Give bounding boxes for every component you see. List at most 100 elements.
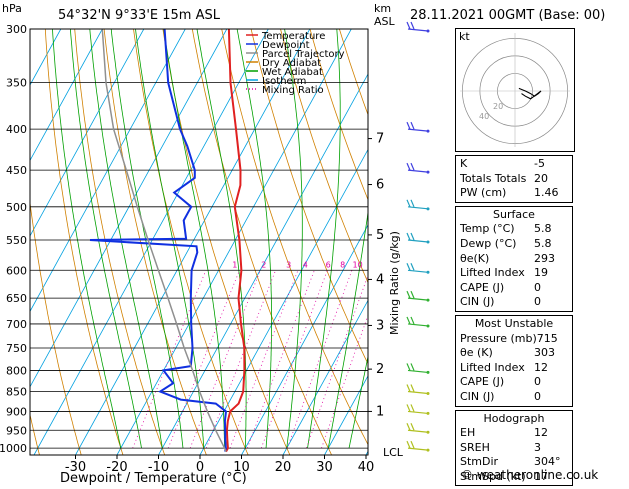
- km-tick-label: 1: [376, 404, 384, 419]
- pressure-tick-label: 700: [6, 318, 27, 331]
- surface-indices: Surface Temp (°C)5.8 Dewp (°C)5.8 θe(K)2…: [455, 206, 573, 312]
- wind-barb-flag: [407, 263, 410, 270]
- lcl-label: LCL: [383, 446, 404, 459]
- wind-barb-flag: [411, 423, 414, 430]
- wind-barb-flag: [411, 317, 414, 324]
- pressure-tick-label: 300: [6, 23, 27, 36]
- wind-barb-flag: [407, 163, 410, 170]
- hodograph-units: kt: [459, 30, 470, 43]
- pressure-tick-label: 800: [6, 364, 27, 377]
- index-row: Pressure (mb)715: [460, 332, 568, 347]
- wind-barb: [408, 392, 428, 394]
- x-tick-label: 20: [275, 460, 292, 475]
- hodograph-ring-label: 20: [493, 102, 503, 111]
- section-title: Most Unstable: [460, 317, 568, 332]
- hpa-axis-label: hPa: [2, 2, 22, 15]
- mixing-ratio-line: [133, 270, 206, 448]
- wind-barbs: [407, 22, 430, 452]
- hodograph-ring-label: 40: [479, 112, 489, 121]
- wind-barb-flag: [407, 441, 410, 448]
- index-row: K-5: [460, 157, 568, 172]
- wind-barb-flag: [407, 404, 410, 411]
- wind-barb-dot: [427, 271, 430, 274]
- wind-barb: [408, 370, 428, 372]
- pressure-tick-label: 450: [6, 164, 27, 177]
- pressure-tick-label: 400: [6, 123, 27, 136]
- mixing-ratio-tick-label: 15: [373, 260, 383, 269]
- wind-barb-dot: [427, 240, 430, 243]
- hodograph-panel: kt 20 40: [455, 28, 575, 152]
- wind-barb-flag: [411, 22, 414, 29]
- wind-barb: [408, 411, 428, 413]
- km-tick-label: 7: [376, 132, 384, 147]
- wind-barb-flag: [411, 122, 414, 129]
- index-row: Dewp (°C)5.8: [460, 237, 568, 252]
- wind-barb-dot: [427, 130, 430, 133]
- wind-barb-flag: [407, 423, 410, 430]
- mixing-ratio-tick-label: 8: [340, 260, 345, 269]
- wind-barb-dot: [427, 431, 430, 434]
- wind-barb-flag: [407, 122, 410, 129]
- wind-barb-flag: [407, 385, 410, 392]
- wind-barb: [408, 129, 428, 131]
- wind-barb: [408, 240, 428, 242]
- datetime-title: 28.11.2021 00GMT (Base: 00): [410, 8, 605, 23]
- mixing-ratio-tick-label: 4: [303, 260, 308, 269]
- pressure-tick-label: 750: [6, 342, 27, 355]
- index-row: CIN (J)0: [460, 295, 568, 310]
- km-tick-label: 2: [376, 362, 384, 377]
- wind-barb-flag: [411, 163, 414, 170]
- pressure-tick-label: 500: [6, 201, 27, 214]
- wind-barb-flag: [411, 291, 414, 298]
- pressure-tick-label: 550: [6, 234, 27, 247]
- km-tick-label: 5: [376, 228, 384, 243]
- pressure-tick-label: 350: [6, 77, 27, 90]
- wind-barb-flag: [411, 385, 414, 392]
- index-row: PW (cm)1.46: [460, 186, 568, 201]
- isotherm-line: [0, 29, 185, 455]
- wind-barb-flag: [411, 233, 414, 240]
- section-title: Surface: [460, 208, 568, 223]
- wind-barb: [408, 170, 428, 172]
- index-row: CAPE (J)0: [460, 281, 568, 296]
- section-title: Hodograph: [460, 412, 568, 427]
- wind-barb: [408, 270, 428, 272]
- mixing-ratio-axis-label: Mixing Ratio (g/kg): [388, 231, 401, 335]
- wind-barb-flag: [407, 22, 410, 29]
- index-row: θe(K)293: [460, 252, 568, 267]
- isotherm-line: [34, 29, 268, 455]
- wind-barb-flag: [411, 363, 414, 370]
- km-tick-label: 3: [376, 318, 384, 333]
- km-tick-label: 4: [376, 272, 384, 287]
- km-label: km: [374, 2, 391, 15]
- mixing-ratio-line: [287, 270, 352, 448]
- wind-barb: [408, 298, 428, 300]
- wind-barb: [408, 29, 428, 31]
- pressure-tick-label: 900: [6, 405, 27, 418]
- copyright-footer: © weatheronline.co.uk: [461, 468, 598, 482]
- wind-barb-flag: [407, 317, 410, 324]
- index-row: Temp (°C)5.8: [460, 222, 568, 237]
- index-row: CAPE (J)0: [460, 375, 568, 390]
- wind-barb-dot: [427, 171, 430, 174]
- wind-barb-dot: [427, 371, 430, 374]
- pressure-tick-label: 850: [6, 386, 27, 399]
- km-tick-label: 6: [376, 178, 384, 193]
- wind-barb-flag: [407, 291, 410, 298]
- x-axis-label: Dewpoint / Temperature (°C): [60, 471, 247, 486]
- wind-barb: [408, 324, 428, 326]
- index-row: CIN (J)0: [460, 390, 568, 405]
- wind-barb-flag: [407, 233, 410, 240]
- wind-barb-flag: [407, 363, 410, 370]
- wind-barb-dot: [427, 207, 430, 210]
- mixing-ratio-tick-label: 6: [326, 260, 331, 269]
- wind-barb-flag: [411, 200, 414, 207]
- wind-barb-dot: [427, 30, 430, 33]
- wind-barb: [408, 430, 428, 432]
